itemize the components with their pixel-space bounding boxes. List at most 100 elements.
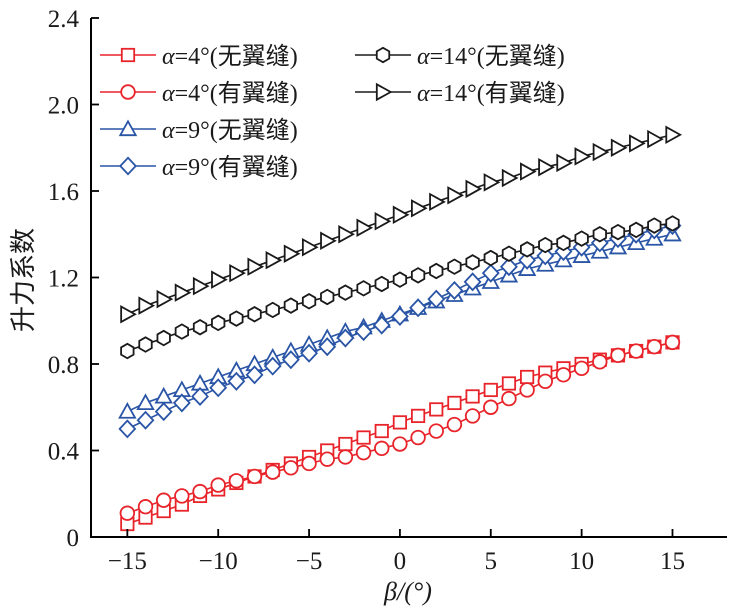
legend-label: α=9°(无翼缝) [162,117,298,144]
data-point [138,296,156,315]
data-point [210,477,226,493]
data-point [519,241,535,258]
x-tick-label: 0 [394,548,407,575]
legend-marker [118,119,138,137]
legend-label: α=14°(有翼缝) [417,80,565,107]
data-point [338,284,353,301]
data-point [372,315,391,335]
data-point [538,236,553,254]
data-point [374,423,389,439]
data-point [263,356,282,376]
y-tick-label: 0 [67,525,80,552]
legend-label: α=4°(无翼缝) [162,43,298,70]
data-point [447,258,462,275]
data-point [556,153,574,173]
data-point [573,360,590,377]
data-point [320,231,337,250]
data-point [336,328,355,348]
data-point [501,376,517,391]
data-point [556,234,571,252]
legend-marker [119,156,137,176]
data-point [354,322,373,342]
data-point [520,369,535,385]
data-point [211,270,228,289]
data-point [574,230,589,247]
data-point [390,306,409,326]
legend-label: α=4°(有翼缝) [162,80,298,107]
data-point [410,429,426,446]
data-point [136,410,155,430]
data-point [356,218,374,237]
data-point [138,336,153,353]
data-point [501,168,519,188]
data-point [410,199,428,218]
data-point [281,350,300,370]
data-point [283,244,301,263]
y-tick-label: 1.6 [48,179,79,206]
data-point [119,505,136,521]
data-point [610,347,626,364]
legend-entry: α=4°(无翼缝) [100,43,298,70]
data-point [592,226,607,243]
x-tick-label: −10 [199,548,238,575]
data-point [446,416,463,433]
data-point [156,329,171,347]
y-tick-label: 2.4 [48,6,80,33]
series-2 [119,334,681,521]
data-point [301,237,319,257]
data-point [283,297,299,314]
legend-marker [120,84,136,100]
data-point [172,393,191,413]
data-point [555,367,572,383]
data-point [247,306,262,323]
legend-entry: α=9°(有翼缝) [100,154,298,181]
data-point [647,217,662,234]
data-point [481,263,500,283]
data-point [646,339,663,355]
data-point [447,186,464,205]
data-point [429,262,444,280]
data-point [518,250,537,270]
data-point [191,386,209,406]
data-point [592,142,610,162]
data-point [465,179,483,199]
data-point [229,310,244,327]
data-point [136,393,155,411]
data-point [409,298,428,318]
plot-layer [118,125,683,532]
data-point [664,334,681,351]
x-tick-label: −15 [108,548,147,575]
data-point [392,436,408,452]
data-point [265,464,281,480]
data-point [483,382,498,398]
data-point [629,221,644,239]
data-point [501,390,517,407]
series-line [127,341,673,525]
x-tick-label: 10 [569,548,594,575]
data-point [392,415,408,430]
data-point [392,205,410,225]
data-point [118,419,137,439]
data-point [429,192,446,212]
data-point [429,402,444,417]
legend-label: α=14°(无翼缝) [417,43,565,70]
data-point [520,162,537,181]
data-point [301,455,317,472]
legend-entry: α=9°(无翼缝) [100,117,298,144]
data-point [374,440,390,457]
y-tick-label: 1.2 [48,266,79,293]
data-point [665,125,683,145]
data-point [519,382,535,398]
y-tick-label: 0.8 [48,352,79,379]
data-point [445,280,464,300]
data-point [192,483,208,500]
data-point [410,408,426,424]
data-point [592,354,608,370]
series-6 [120,125,683,324]
legend-entry: α=14°(无翼缝) [355,43,565,70]
data-point [227,371,246,391]
data-point [156,289,174,309]
data-point [356,280,371,297]
data-point [500,257,518,277]
data-point [265,301,280,319]
